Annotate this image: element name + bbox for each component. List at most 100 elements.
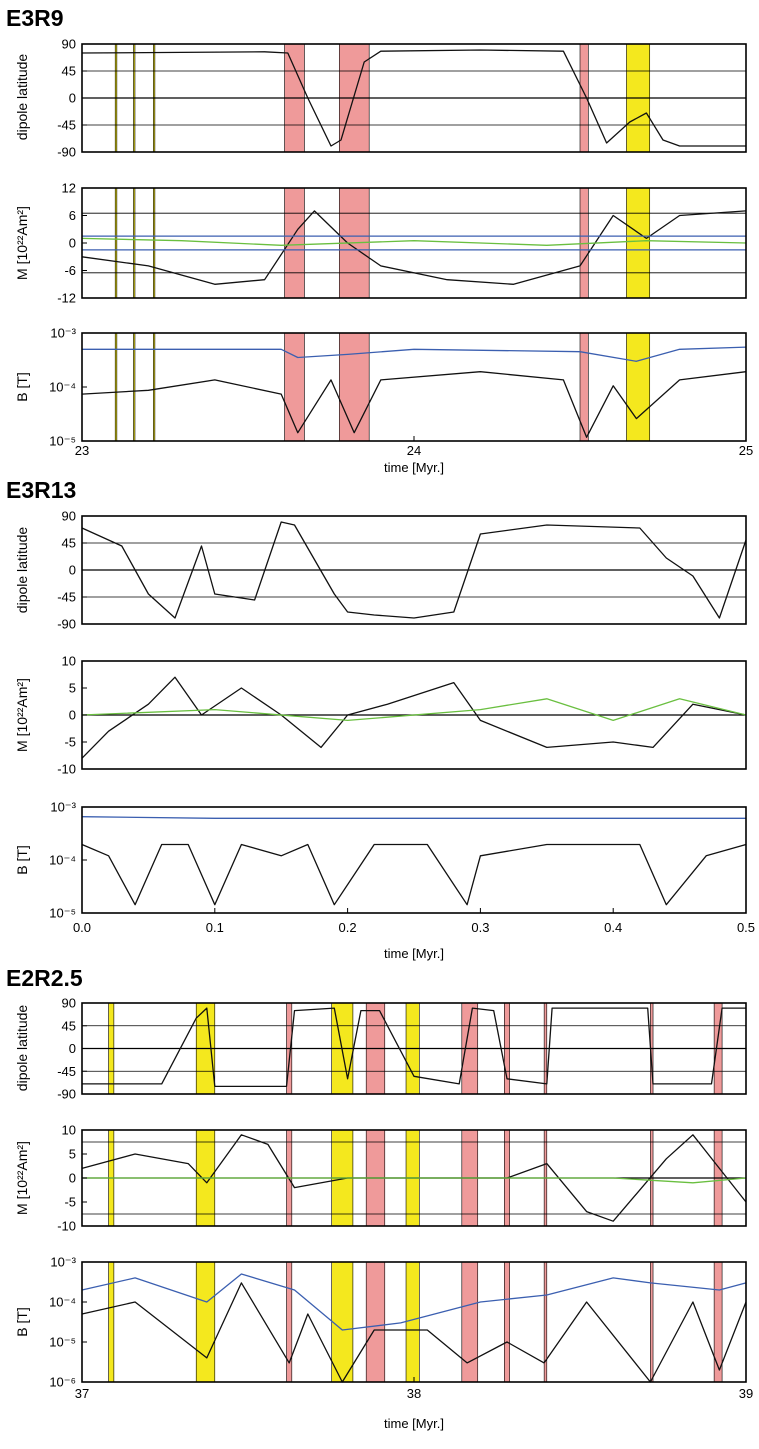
highlight-band [650,1261,654,1383]
y-tick-label: 0 [69,236,76,251]
y-tick-label: 12 [62,181,76,196]
subplot-3: 10⁻³ 10⁻⁴ 10⁻⁵ 10⁻⁶ B [T] [14,1255,747,1390]
y-axis-label: dipole latitude [14,527,30,614]
highlight-band [153,187,156,299]
series-line [81,371,747,438]
x-axis-label: time [Myr.] [384,460,444,475]
y-tick-label: 6 [69,208,76,223]
x-tick-label: 23 [75,443,89,458]
series-line [81,521,747,619]
y-tick-label: 10⁻⁵ [49,1335,76,1350]
highlight-band [114,187,118,299]
subplot-1: 90 45 0 -45 -90 dipole latitude [14,996,747,1102]
highlight-band [286,1261,293,1383]
subplot-2: 12 6 0 -6 -12 M [10²²Am²] [14,181,747,306]
panel-title: E3R13 [6,477,76,503]
y-tick-label: 10⁻⁴ [49,853,76,868]
y-axis-label: M [10²²Am²] [14,1141,30,1215]
y-tick-label: 90 [62,996,76,1011]
y-tick-label: 10 [62,654,76,669]
y-tick-label: 10⁻⁵ [49,434,76,449]
y-tick-label: 10⁻⁶ [49,1375,76,1390]
highlight-band [713,1261,723,1383]
y-axis-label: B [T] [14,1307,30,1337]
y-tick-label: 10⁻³ [50,326,76,341]
x-tick-label: 0.5 [737,920,755,935]
highlight-band [108,1261,115,1383]
highlight-band [626,332,651,442]
y-axis-label: M [10²²Am²] [14,206,30,280]
x-tick-label: 0.4 [604,920,622,935]
highlight-band [133,187,136,299]
y-tick-label: 10⁻⁴ [49,1295,76,1310]
series-line [81,1282,747,1383]
panel-title: E2R2.5 [6,965,83,991]
subplot-1: 90 45 0 -45 -90 dipole latitude [14,37,747,160]
y-tick-label: 0 [69,708,76,723]
subplot-2: 10 5 0 -5 -10 M [10²²Am²] [14,654,747,777]
y-axis-label: B [T] [14,372,30,402]
highlight-band [504,1261,510,1383]
series-line [81,816,746,819]
y-tick-label: -5 [64,1195,76,1210]
series-line [81,843,747,906]
y-tick-label: 0 [69,91,76,106]
y-axis-label: M [10²²Am²] [14,678,30,752]
series-line [82,346,747,362]
y-tick-label: -45 [57,1064,76,1079]
highlight-band [195,1261,216,1383]
x-tick-label: 0.2 [339,920,357,935]
y-tick-label: -12 [57,291,76,306]
y-tick-label: -90 [57,1087,76,1102]
y-tick-label: 0 [69,563,76,578]
highlight-band [284,187,305,299]
x-tick-label: 0.3 [471,920,489,935]
highlight-band [331,1261,354,1383]
y-axis-label: dipole latitude [14,1005,30,1092]
y-tick-label: 0 [69,1171,76,1186]
y-tick-label: 10⁻³ [50,1255,76,1270]
y-tick-label: -45 [57,590,76,605]
x-tick-label: 37 [75,1386,89,1401]
y-tick-label: 0 [69,1041,76,1056]
y-tick-label: 45 [62,1018,76,1033]
y-tick-label: 10⁻⁴ [49,380,76,395]
highlight-band [461,1261,479,1383]
y-tick-label: 45 [62,64,76,79]
y-tick-label: -90 [57,617,76,632]
subplot-2: 10 5 0 -5 -10 M [10²²Am²] [14,1123,747,1234]
y-tick-label: 10 [62,1123,76,1138]
y-axis-label: dipole latitude [14,54,30,141]
x-axis-label: time [Myr.] [384,1416,444,1431]
series-line [81,210,747,285]
series-line [81,49,746,147]
x-tick-label: 0.1 [206,920,224,935]
subplot-3: 10⁻³ 10⁻⁴ 10⁻⁵ B [T] [14,800,747,921]
y-tick-label: 5 [69,681,76,696]
y-axis-label: B [T] [14,845,30,875]
x-tick-label: 0.0 [73,920,91,935]
series-line [81,237,747,246]
y-tick-label: 90 [62,37,76,52]
y-tick-label: 10⁻⁵ [49,906,76,921]
panel-title: E3R9 [6,5,64,31]
x-tick-label: 25 [739,443,753,458]
x-tick-label: 24 [407,443,421,458]
y-tick-label: -90 [57,145,76,160]
subplot-3: 10⁻³ 10⁻⁴ 10⁻⁵ B [T] [14,326,747,449]
y-tick-label: -6 [64,263,76,278]
subplot-1: 90 45 0 -45 -90 dipole latitude [14,509,747,632]
series-line [81,676,747,759]
highlight-band [338,332,370,442]
series-line [81,1273,747,1331]
y-tick-label: 5 [69,1147,76,1162]
highlight-band [405,1261,420,1383]
highlight-band [626,187,651,299]
series-line [81,698,747,722]
y-tick-label: -5 [64,735,76,750]
x-axis-label: time [Myr.] [384,946,444,961]
y-tick-label: 45 [62,536,76,551]
y-tick-label: -10 [57,762,76,777]
y-tick-label: 10⁻³ [50,800,76,815]
highlight-band [365,1261,386,1383]
